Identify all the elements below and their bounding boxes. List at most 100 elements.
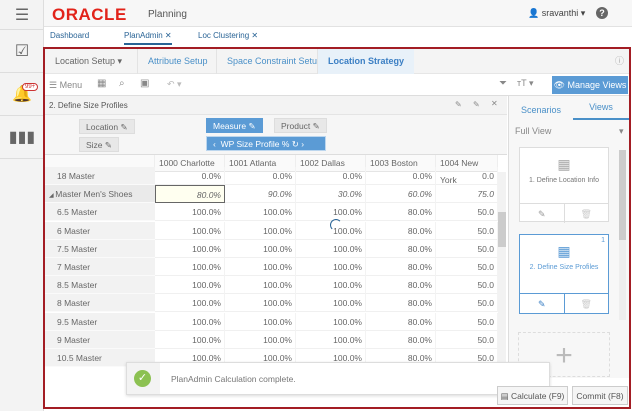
grid-cell[interactable]: 50.0 — [436, 330, 498, 349]
grid-cell[interactable]: 50.0 — [436, 276, 498, 295]
row-header[interactable]: 7 Master — [45, 258, 155, 276]
layout-icon[interactable]: ▦ — [97, 78, 107, 89]
grid-cell[interactable]: 50.0 — [436, 203, 498, 222]
grid-cell[interactable]: 80.0% — [366, 312, 436, 331]
text-size-icon[interactable]: тT ▾ — [517, 78, 534, 88]
grid-cell[interactable]: 0.0% — [225, 167, 296, 185]
nav-space-constraint-setup[interactable]: Space Constraint Setup — [216, 49, 332, 74]
grid-cell[interactable]: 50.0 — [436, 294, 498, 313]
column-header[interactable]: 1004 New York — [436, 155, 498, 185]
grid-cell[interactable]: 100.0% — [155, 221, 225, 240]
reports-icon[interactable]: ▮▮▮ — [0, 116, 44, 159]
tab-planadmin[interactable]: PlanAdmin ✕ — [124, 31, 172, 45]
grid-cell[interactable]: 0.0% — [366, 167, 436, 185]
row-header[interactable]: 6 Master — [45, 221, 155, 240]
grid-cell[interactable]: 100.0% — [296, 221, 366, 240]
grid-scrollbar[interactable] — [498, 172, 506, 372]
row-header[interactable]: 7.5 Master — [45, 239, 155, 258]
grid-cell[interactable]: 0.0% — [296, 167, 366, 185]
grid-cell[interactable]: 50.0 — [436, 239, 498, 258]
close-icon[interactable]: ✕ — [164, 31, 172, 40]
grid-cell[interactable]: 100.0% — [155, 312, 225, 331]
view-card[interactable]: ▦ 1. Define Location Info ✎ 🗑 — [519, 147, 609, 223]
size-dimension-chip[interactable]: Size ✎ — [79, 137, 120, 152]
grid-cell[interactable]: 100.0% — [296, 330, 366, 349]
manage-views-button[interactable]: 👁 Manage Views — [552, 76, 628, 94]
tab-views[interactable]: Views — [573, 100, 629, 120]
edit-icon[interactable]: ✎ — [455, 100, 462, 109]
column-header[interactable]: 1002 Dallas — [296, 155, 366, 172]
row-header[interactable]: 8.5 Master — [45, 276, 155, 295]
edit-icon[interactable]: ✎ — [473, 100, 480, 109]
filter-icon[interactable]: ⏷ — [499, 78, 507, 89]
row-header[interactable]: 6.5 Master — [45, 203, 155, 222]
user-menu[interactable]: 👤 sravanthi ▾ — [528, 8, 586, 18]
grid-cell[interactable]: 80.0% — [366, 221, 436, 240]
view-card-active[interactable]: 1 ▦ 2. Define Size Profiles ✎ 🗑 — [519, 234, 609, 314]
grid-cell[interactable]: 80.0% — [366, 258, 436, 276]
edit-icon[interactable]: ✎ — [520, 204, 565, 223]
commit-button[interactable]: Commit (F8) — [572, 386, 628, 405]
column-header[interactable]: 1000 Charlotte — [155, 155, 225, 172]
view-select[interactable]: Full View ▾ — [515, 126, 624, 136]
undo-icon[interactable]: ↶ ▾ — [167, 79, 182, 89]
edit-icon[interactable]: ✎ — [520, 294, 565, 314]
grid-cell[interactable]: 80.0% — [155, 185, 225, 204]
grid-cell[interactable]: 60.0% — [366, 185, 436, 204]
grid-cell[interactable]: 80.0% — [366, 330, 436, 349]
add-view-icon[interactable]: + — [518, 332, 610, 377]
grid-cell[interactable]: 100.0% — [225, 294, 296, 313]
location-dimension-chip[interactable]: Location ✎ — [79, 119, 135, 134]
grid-cell[interactable]: 100.0% — [225, 203, 296, 222]
row-header[interactable]: ◢ Master Men's Shoes — [45, 185, 155, 204]
grid-cell[interactable]: 100.0% — [296, 294, 366, 313]
product-dimension-chip[interactable]: Product ✎ — [274, 118, 327, 133]
nav-location-strategy[interactable]: Location Strategy — [317, 49, 415, 74]
grid-cell[interactable]: 100.0% — [296, 276, 366, 295]
grid-cell[interactable]: 0.0 — [436, 167, 498, 185]
measure-selector[interactable]: ‹ WP Size Profile % ↻ › — [206, 136, 326, 151]
info-icon[interactable]: ⓘ — [615, 56, 625, 66]
search-icon[interactable]: ⌕ — [119, 78, 125, 89]
grid-cell[interactable]: 100.0% — [225, 330, 296, 349]
close-icon[interactable]: ✕ — [251, 31, 259, 40]
column-header[interactable]: 1003 Boston — [366, 155, 436, 172]
grid-cell[interactable]: 100.0% — [225, 312, 296, 331]
grid-cell[interactable]: 50.0 — [436, 221, 498, 240]
grid-cell[interactable]: 100.0% — [155, 276, 225, 295]
row-header[interactable]: 9.5 Master — [45, 312, 155, 331]
close-icon[interactable]: ✕ — [491, 99, 498, 108]
grid-cell[interactable]: 100.0% — [296, 239, 366, 258]
grid-cell[interactable]: 50.0 — [436, 258, 498, 276]
views-scrollbar[interactable] — [619, 150, 626, 320]
grid-cell[interactable]: 90.0% — [225, 185, 296, 204]
row-header[interactable]: 18 Master — [45, 167, 155, 185]
grid-cell[interactable]: 100.0% — [155, 239, 225, 258]
location-setup-dropdown[interactable]: Location Setup ▾ — [55, 56, 123, 66]
grid-cell[interactable]: 30.0% — [296, 185, 366, 204]
delete-icon[interactable]: 🗑 — [580, 209, 592, 219]
grid-cell[interactable]: 80.0% — [366, 294, 436, 313]
nav-attribute-setup[interactable]: Attribute Setup — [137, 49, 218, 74]
help-icon[interactable]: ? — [596, 7, 608, 19]
grid-cell[interactable]: 100.0% — [155, 294, 225, 313]
measure-dimension-chip[interactable]: Measure ✎ — [206, 118, 263, 133]
tab-loc-clustering[interactable]: Loc Clustering ✕ — [198, 31, 258, 40]
grid-cell[interactable]: 75.0 — [436, 185, 498, 204]
calendar-icon[interactable]: ▣ — [140, 78, 150, 89]
menu-button[interactable]: ☰ Menu — [49, 80, 83, 90]
grid-cell[interactable]: 100.0% — [155, 330, 225, 349]
tab-dashboard[interactable]: Dashboard — [50, 31, 90, 40]
menu-icon[interactable]: ☰ — [0, 0, 44, 30]
grid-cell[interactable]: 80.0% — [366, 276, 436, 295]
delete-icon[interactable]: 🗑 — [580, 299, 592, 309]
grid-cell[interactable]: 100.0% — [296, 203, 366, 222]
grid-cell[interactable]: 100.0% — [225, 221, 296, 240]
calculate-button[interactable]: ▤ Calculate (F9) — [497, 386, 568, 405]
grid-cell[interactable]: 100.0% — [225, 239, 296, 258]
tasks-icon[interactable]: ☑ — [0, 30, 44, 73]
tab-scenarios[interactable]: Scenarios — [521, 105, 562, 115]
grid-cell[interactable]: 0.0% — [155, 167, 225, 185]
notifications-icon[interactable]: 🔔 99+ — [0, 73, 44, 116]
grid-cell[interactable]: 100.0% — [225, 258, 296, 276]
